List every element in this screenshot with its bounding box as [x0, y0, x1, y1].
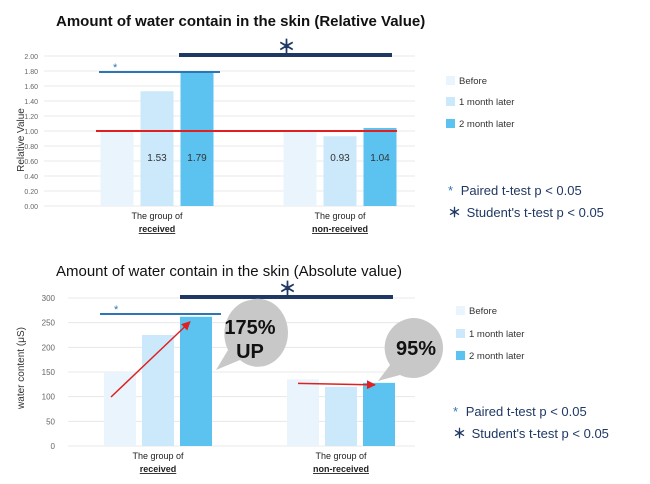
chart1-ytick-label: 0.40: [24, 174, 38, 181]
chart2-received-trend-arrow: [110, 321, 191, 398]
chart1-ytick-label: 1.40: [24, 99, 38, 106]
chart2-ytick-label: 0: [51, 442, 56, 451]
chart1-data-label: 1.04: [370, 153, 390, 164]
chart2-paired-marker: *: [114, 304, 119, 316]
chart2-ytick-label: 300: [42, 294, 56, 303]
chart2-legend-label: 2 month later: [469, 351, 524, 362]
chart2-callout-text-95: 95%: [396, 338, 436, 360]
chart1-ytick-label: 0.20: [24, 189, 38, 196]
chart2-category-label: The group of: [132, 451, 184, 461]
chart2-ytick-label: 100: [42, 393, 56, 402]
chart1-ytick-label: 1.60: [24, 84, 38, 91]
chart1-data-label: 1.53: [147, 153, 167, 164]
chart1-legend-swatch: [446, 76, 455, 85]
chart2-legend-swatch: [456, 351, 465, 360]
chart2-callout-text-175-line2: UP: [236, 341, 264, 363]
chart2-category-label-underlined: non-received: [313, 464, 369, 474]
chart1-ytick-label: 1.20: [24, 114, 38, 121]
chart2-legend-label: 1 month later: [469, 329, 524, 340]
chart1-legend-swatch: [446, 97, 455, 106]
chart2-bar: [325, 386, 357, 446]
chart1-student-marker: ＊: [448, 205, 461, 220]
chart2-paired-marker: *: [453, 404, 458, 419]
chart1-ytick-label: 0.60: [24, 159, 38, 166]
chart1-title: Amount of water contain in the skin (Rel…: [56, 13, 425, 30]
chart1-category-label-underlined: non-received: [312, 224, 368, 234]
chart2-ylabel: water content (μS): [16, 327, 27, 410]
chart2-bar: [142, 335, 174, 446]
chart1-student-marker: ＊: [278, 37, 296, 57]
chart1-paired-note: * Paired t-test p < 0.05: [448, 183, 582, 198]
chart2-ytick-label: 150: [42, 368, 56, 377]
chart2-bar: [363, 382, 395, 446]
chart1-legend-swatch: [446, 119, 455, 128]
chart1-bar: [100, 131, 134, 206]
chart1-paired-text: Paired t-test p < 0.05: [461, 183, 582, 198]
chart1-legend-label: 2 month later: [459, 119, 514, 130]
chart1-student-text: Student's t-test p < 0.05: [467, 205, 604, 220]
chart2-category-label-underlined: received: [140, 464, 177, 474]
chart1-bar: [140, 91, 174, 206]
chart2-student-note: ＊ Student's t-test p < 0.05: [453, 426, 609, 441]
chart2-student-text: Student's t-test p < 0.05: [472, 426, 609, 441]
chart2-callout-bubble-95: [378, 317, 444, 381]
chart2-title: Amount of water contain in the skin (Abs…: [56, 263, 402, 280]
chart1-legend-label: Before: [459, 76, 487, 87]
chart1-student-note: ＊ Student's t-test p < 0.05: [448, 205, 604, 220]
chart1-bar: [323, 136, 357, 206]
chart1-ylabel: Relative Value: [16, 108, 27, 172]
chart2-paired-note: * Paired t-test p < 0.05: [453, 404, 587, 419]
chart1-category-label: The group of: [314, 211, 366, 221]
chart1-ytick-label: 2.00: [24, 54, 38, 61]
chart1-bar: [283, 131, 317, 206]
chart2-bar: [180, 316, 212, 446]
chart2-bar: [287, 379, 319, 446]
chart2-nonreceived-trend-arrow: [297, 380, 376, 390]
chart2-bar: [104, 372, 136, 446]
chart1-paired-marker: *: [448, 183, 453, 198]
chart1-category-label: The group of: [131, 211, 183, 221]
chart1-ytick-label: 1.80: [24, 69, 38, 76]
chart2-ytick-label: 50: [46, 417, 55, 426]
chart1-ytick-label: 0.80: [24, 144, 38, 151]
chart2-paired-text: Paired t-test p < 0.05: [466, 404, 587, 419]
chart2-ytick-label: 200: [42, 343, 56, 352]
chart2-legend-label: Before: [469, 306, 497, 317]
chart1-data-label: 0.93: [330, 153, 350, 164]
chart2-legend-swatch: [456, 306, 465, 315]
chart1-legend-label: 1 month later: [459, 97, 514, 108]
chart1-ytick-label: 1.00: [24, 129, 38, 136]
chart1-bar: [180, 71, 214, 206]
chart2-callout-text-175-line1: 175%: [224, 317, 275, 339]
chart2-callout-bubble-175: [216, 298, 288, 370]
chart2-legend-swatch: [456, 329, 465, 338]
chart1-bar: [363, 128, 397, 206]
chart1-data-label: 1.79: [187, 153, 207, 164]
chart1-category-label-underlined: received: [139, 224, 176, 234]
chart2-ytick-label: 250: [42, 319, 56, 328]
chart1-paired-marker: *: [113, 62, 118, 74]
chart1-ytick-label: 0.00: [24, 204, 38, 211]
chart2-student-marker: ＊: [279, 279, 297, 299]
chart2-category-label: The group of: [315, 451, 367, 461]
chart2-student-marker: ＊: [453, 426, 466, 441]
